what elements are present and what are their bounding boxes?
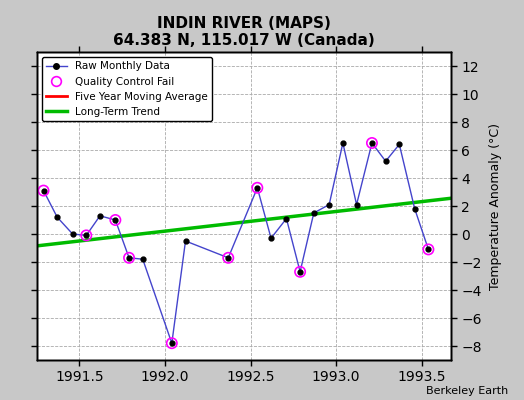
Title: INDIN RIVER (MAPS)
64.383 N, 115.017 W (Canada): INDIN RIVER (MAPS) 64.383 N, 115.017 W (… [113, 16, 375, 48]
Point [296, 269, 304, 275]
Point [424, 246, 433, 253]
Point [111, 217, 119, 223]
Point [368, 140, 376, 146]
Point [168, 340, 176, 346]
Point [224, 255, 233, 261]
Point [39, 187, 48, 194]
Point [125, 255, 133, 261]
Point [253, 185, 261, 191]
Point [82, 232, 91, 238]
Legend: Raw Monthly Data, Quality Control Fail, Five Year Moving Average, Long-Term Tren: Raw Monthly Data, Quality Control Fail, … [42, 57, 212, 121]
Y-axis label: Temperature Anomaly (°C): Temperature Anomaly (°C) [488, 122, 501, 290]
Text: Berkeley Earth: Berkeley Earth [426, 386, 508, 396]
